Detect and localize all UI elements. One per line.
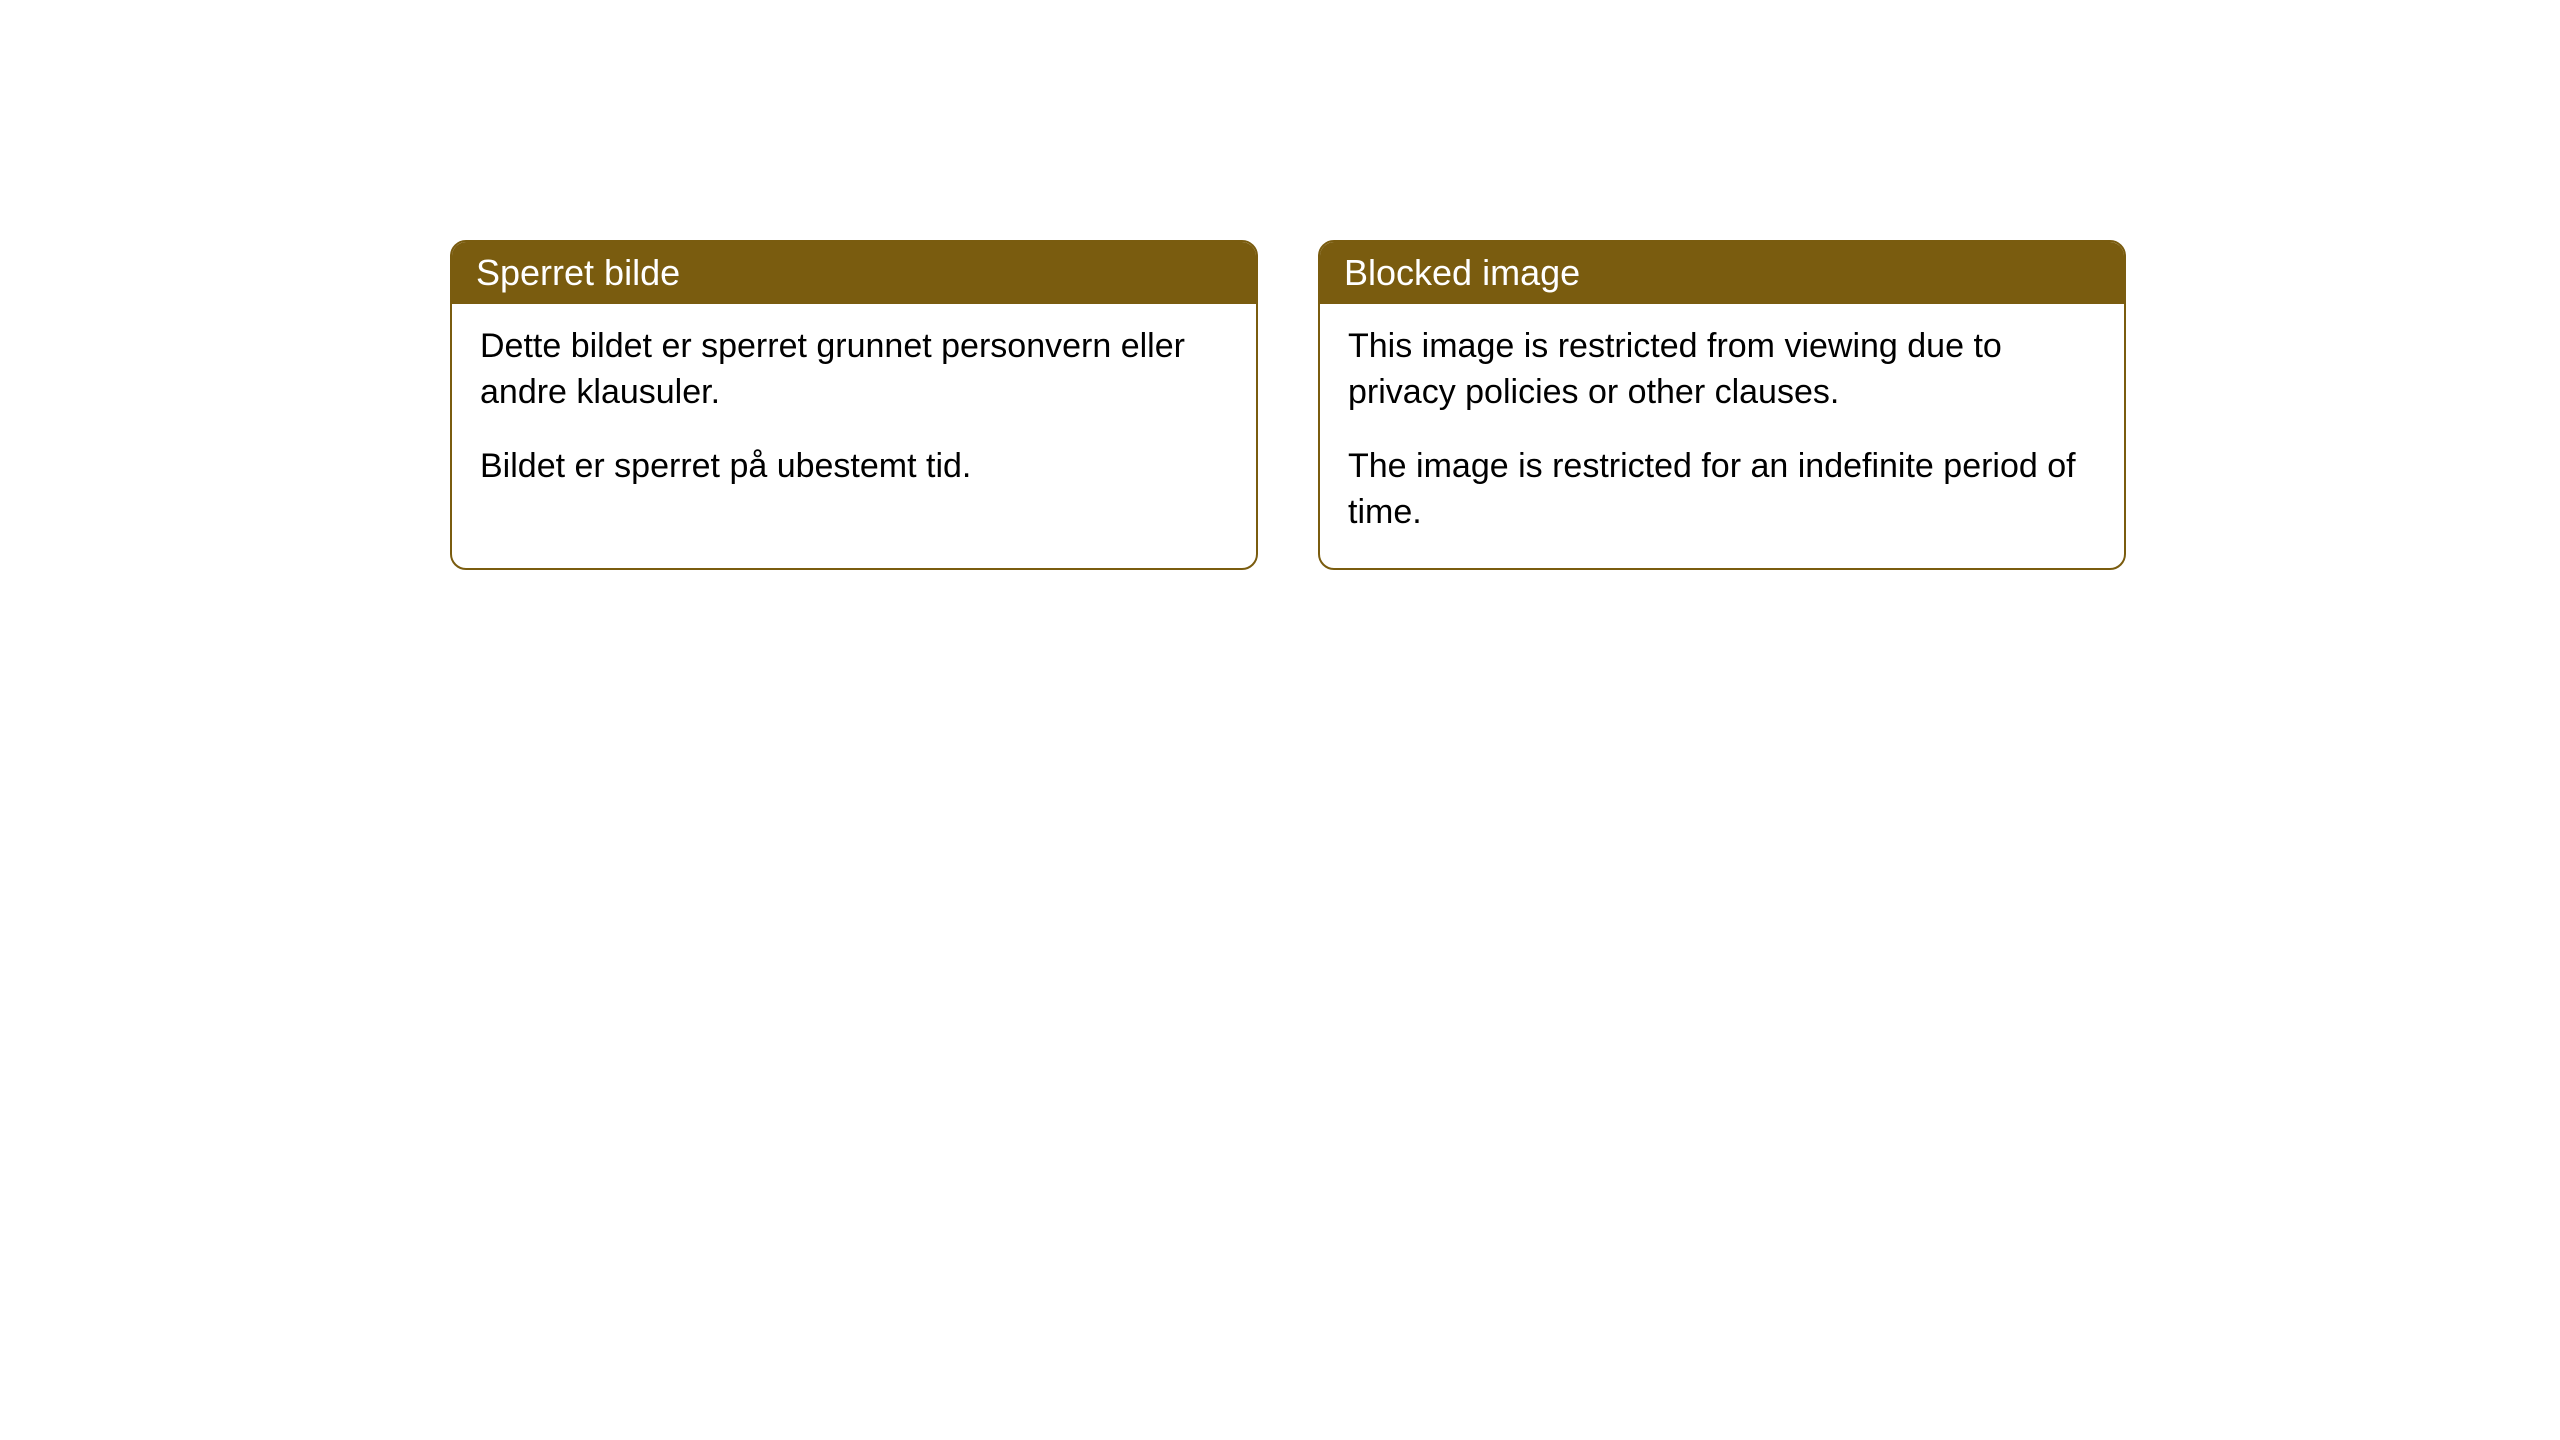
card-body-english: This image is restricted from viewing du… [1320, 304, 2124, 568]
card-para-2-norwegian: Bildet er sperret på ubestemt tid. [480, 444, 1228, 490]
card-body-norwegian: Dette bildet er sperret grunnet personve… [452, 304, 1256, 522]
card-header-english: Blocked image [1320, 242, 2124, 304]
card-header-norwegian: Sperret bilde [452, 242, 1256, 304]
card-english: Blocked image This image is restricted f… [1318, 240, 2126, 570]
cards-container: Sperret bilde Dette bildet er sperret gr… [450, 240, 2126, 570]
card-norwegian: Sperret bilde Dette bildet er sperret gr… [450, 240, 1258, 570]
card-para-2-english: The image is restricted for an indefinit… [1348, 444, 2096, 536]
card-para-1-norwegian: Dette bildet er sperret grunnet personve… [480, 324, 1228, 416]
card-para-1-english: This image is restricted from viewing du… [1348, 324, 2096, 416]
